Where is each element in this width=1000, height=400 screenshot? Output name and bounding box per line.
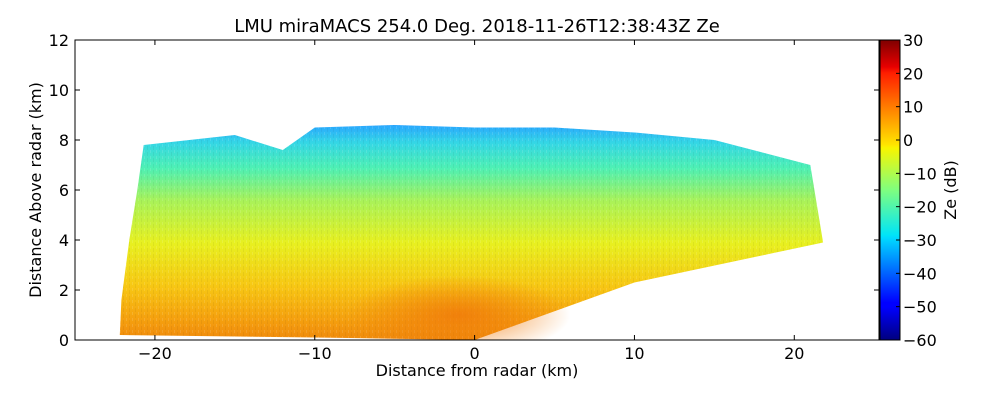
colorbar-tick-label: −60 — [903, 331, 937, 350]
y-tick-label: 12 — [49, 31, 69, 50]
y-tick-label: 0 — [59, 331, 69, 350]
y-axis-label: Distance Above radar (km) — [26, 82, 45, 298]
colorbar-tick-label: −50 — [903, 298, 937, 317]
x-axis: −20 −10 0 10 20 — [138, 40, 804, 363]
echo-core — [346, 275, 571, 340]
colorbar-tick-label: −10 — [903, 164, 937, 183]
x-tick-label: −10 — [298, 344, 332, 363]
colorbar — [879, 39, 901, 341]
colorbar-tick-label: −30 — [903, 231, 937, 250]
colorbar-tick-label: 20 — [903, 64, 923, 83]
y-tick-label: 6 — [59, 181, 69, 200]
x-tick-label: −20 — [138, 344, 172, 363]
colorbar-ticks: −60 −50 −40 −30 −20 −10 0 10 20 30 — [896, 31, 937, 350]
colorbar-tick-label: −20 — [903, 198, 937, 217]
colorbar-tick-label: 0 — [903, 131, 913, 150]
plot-area — [119, 125, 824, 340]
colorbar-tick-label: 30 — [903, 31, 923, 50]
x-axis-label: Distance from radar (km) — [376, 361, 579, 380]
x-tick-label: 0 — [470, 344, 480, 363]
x-tick-label: 20 — [784, 344, 804, 363]
y-tick-label: 10 — [49, 81, 69, 100]
colorbar-label: Ze (dB) — [941, 160, 960, 220]
y-tick-label: 2 — [59, 281, 69, 300]
x-tick-label: 10 — [624, 344, 644, 363]
y-tick-label: 4 — [59, 231, 69, 250]
y-tick-label: 8 — [59, 131, 69, 150]
chart-title: LMU miraMACS 254.0 Deg. 2018-11-26T12:38… — [234, 16, 720, 37]
colorbar-tick-label: −40 — [903, 264, 937, 283]
echo-texture — [119, 125, 824, 340]
y-axis: 0 2 4 6 8 10 12 — [49, 31, 879, 350]
colorbar-tick-label: 10 — [903, 98, 923, 117]
